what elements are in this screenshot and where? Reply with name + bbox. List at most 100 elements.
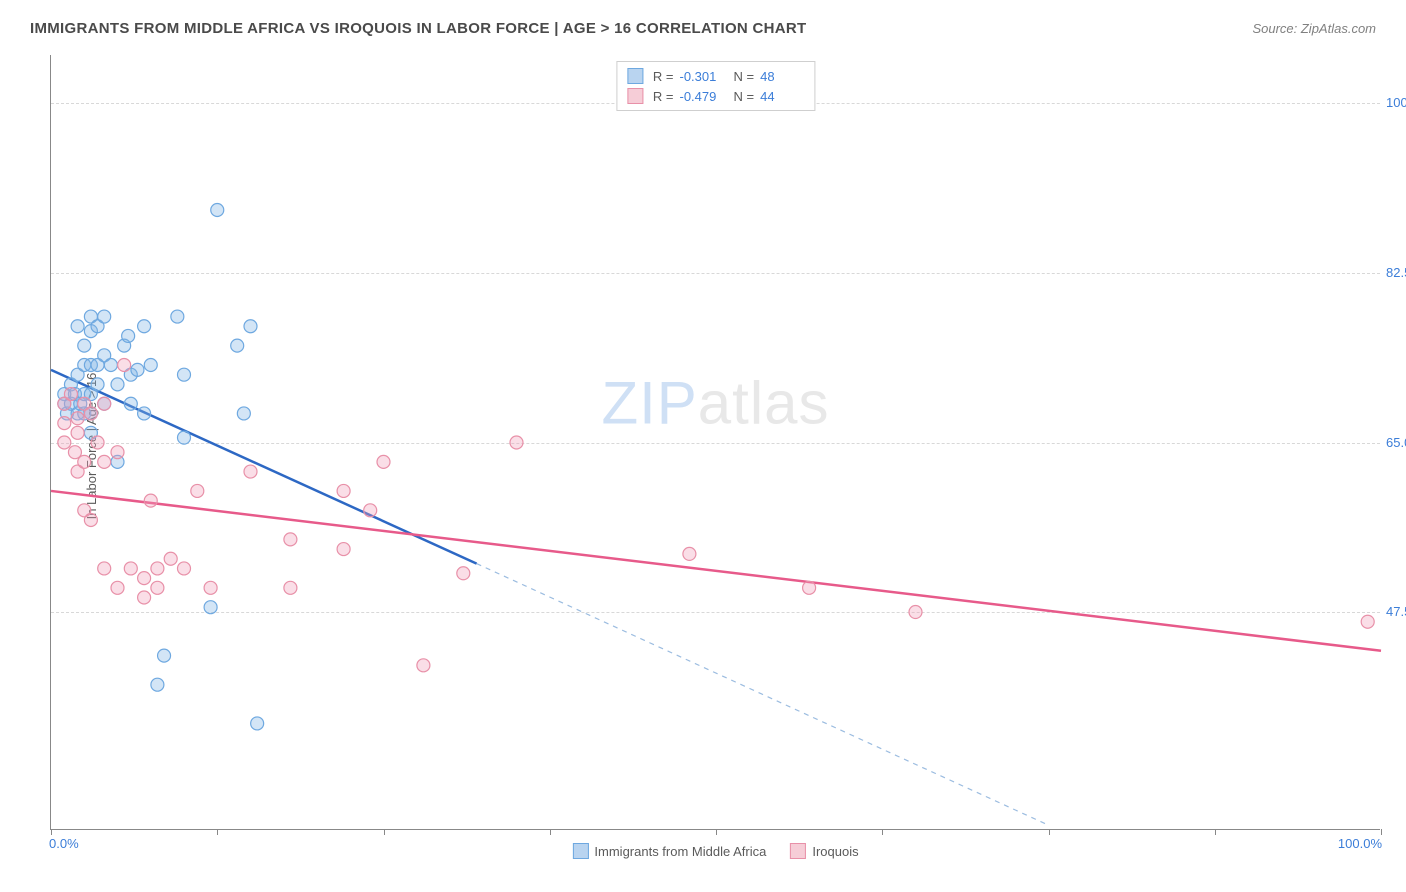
point-iroquois (64, 388, 77, 401)
y-tick-label: 82.5% (1386, 265, 1406, 280)
x-tick (384, 829, 385, 835)
point-middle_africa (78, 339, 91, 352)
point-iroquois (98, 562, 111, 575)
point-middle_africa (71, 320, 84, 333)
point-iroquois (1361, 615, 1374, 628)
swatch-iroquois (627, 88, 643, 104)
point-iroquois (364, 504, 377, 517)
legend-item-middle_africa: Immigrants from Middle Africa (572, 843, 766, 859)
source-label: Source: ZipAtlas.com (1252, 21, 1376, 36)
point-iroquois (144, 494, 157, 507)
stats-row-middle_africa: R =-0.301N =48 (627, 66, 804, 86)
point-iroquois (337, 484, 350, 497)
chart-container: IMMIGRANTS FROM MIDDLE AFRICA VS IROQUOI… (0, 0, 1406, 892)
point-middle_africa (138, 407, 151, 420)
point-iroquois (164, 552, 177, 565)
point-iroquois (510, 436, 523, 449)
point-iroquois (91, 436, 104, 449)
point-iroquois (284, 581, 297, 594)
chart-title: IMMIGRANTS FROM MIDDLE AFRICA VS IROQUOI… (30, 20, 807, 37)
r-value: -0.479 (680, 89, 724, 104)
x-tick (550, 829, 551, 835)
x-tick (882, 829, 883, 835)
point-iroquois (58, 436, 71, 449)
legend-label: Immigrants from Middle Africa (594, 844, 766, 859)
y-tick-label: 47.5% (1386, 604, 1406, 619)
x-tick (217, 829, 218, 835)
point-middle_africa (131, 363, 144, 376)
point-iroquois (151, 562, 164, 575)
point-iroquois (204, 581, 217, 594)
point-iroquois (803, 581, 816, 594)
point-iroquois (138, 572, 151, 585)
n-value: 48 (760, 69, 804, 84)
point-middle_africa (251, 717, 264, 730)
swatch-middle_africa (627, 68, 643, 84)
point-iroquois (118, 359, 131, 372)
regression-dash-middle_africa (477, 564, 1049, 826)
point-iroquois (78, 455, 91, 468)
n-value: 44 (760, 89, 804, 104)
point-iroquois (683, 547, 696, 560)
point-iroquois (58, 417, 71, 430)
point-middle_africa (104, 359, 117, 372)
r-label: R = (653, 69, 674, 84)
legend-label: Iroquois (812, 844, 858, 859)
point-middle_africa (151, 678, 164, 691)
y-tick-label: 100.0% (1386, 95, 1406, 110)
point-middle_africa (98, 310, 111, 323)
legend-item-iroquois: Iroquois (790, 843, 858, 859)
x-tick (716, 829, 717, 835)
point-iroquois (178, 562, 191, 575)
point-middle_africa (111, 378, 124, 391)
stats-row-iroquois: R = -0.479 N = 44 (627, 86, 804, 106)
point-middle_africa (231, 339, 244, 352)
point-middle_africa (91, 378, 104, 391)
r-value: -0.301 (680, 69, 724, 84)
point-iroquois (337, 543, 350, 556)
x-tick (51, 829, 52, 835)
n-label: N = (734, 89, 755, 104)
point-iroquois (124, 562, 137, 575)
regression-line-iroquois (51, 491, 1381, 651)
point-iroquois (457, 567, 470, 580)
point-middle_africa (122, 329, 135, 342)
plot-area: ZIPatlas 47.5%65.0%82.5%100.0% R =-0.301… (50, 55, 1380, 830)
point-iroquois (84, 514, 97, 527)
point-iroquois (417, 659, 430, 672)
point-iroquois (98, 455, 111, 468)
point-iroquois (284, 533, 297, 546)
point-iroquois (909, 606, 922, 619)
y-tick-label: 65.0% (1386, 435, 1406, 450)
point-iroquois (244, 465, 257, 478)
point-middle_africa (204, 601, 217, 614)
legend-swatch-middle_africa (572, 843, 588, 859)
point-middle_africa (124, 397, 137, 410)
bottom-legend: Immigrants from Middle Africa Iroquois (572, 843, 858, 859)
legend-swatch-iroquois (790, 843, 806, 859)
point-middle_africa (138, 320, 151, 333)
point-iroquois (98, 397, 111, 410)
point-iroquois (71, 426, 84, 439)
point-middle_africa (171, 310, 184, 323)
point-middle_africa (244, 320, 257, 333)
point-middle_africa (178, 368, 191, 381)
point-middle_africa (144, 359, 157, 372)
x-start-label: 0.0% (49, 836, 79, 851)
point-iroquois (111, 446, 124, 459)
point-iroquois (138, 591, 151, 604)
point-middle_africa (237, 407, 250, 420)
point-middle_africa (178, 431, 191, 444)
point-iroquois (71, 412, 84, 425)
title-row: IMMIGRANTS FROM MIDDLE AFRICA VS IROQUOI… (30, 20, 1376, 37)
x-end-label: 100.0% (1338, 836, 1382, 851)
point-iroquois (111, 581, 124, 594)
r-label: R = (653, 89, 674, 104)
point-iroquois (191, 484, 204, 497)
point-middle_africa (211, 204, 224, 217)
point-middle_africa (158, 649, 171, 662)
x-tick (1049, 829, 1050, 835)
point-iroquois (151, 581, 164, 594)
x-tick (1381, 829, 1382, 835)
x-tick (1215, 829, 1216, 835)
